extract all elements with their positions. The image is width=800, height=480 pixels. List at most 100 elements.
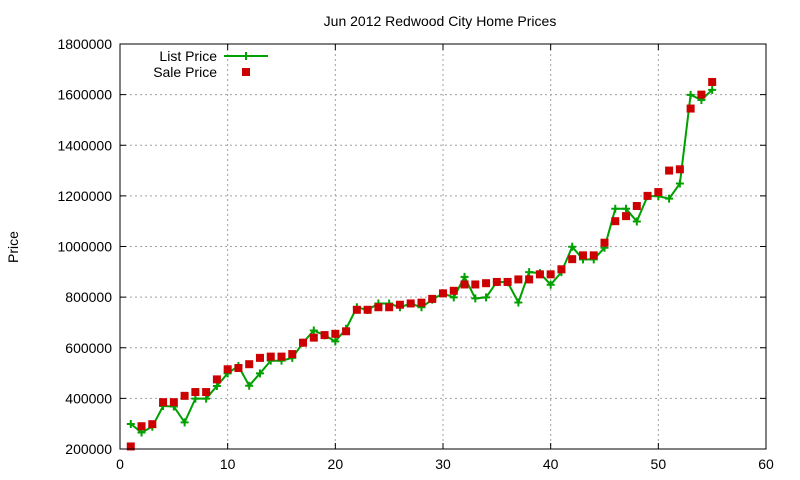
sale-price-point — [557, 265, 566, 274]
sale-price-point — [374, 303, 383, 312]
sale-price-point — [342, 327, 351, 336]
sale-price-point — [352, 305, 361, 314]
x-tick-label: 50 — [651, 456, 667, 472]
y-tick-label: 1800000 — [57, 36, 112, 52]
sale-price-point — [514, 275, 523, 284]
sale-price-point — [697, 90, 706, 99]
x-tick-label: 40 — [543, 456, 559, 472]
y-tick-label: 400000 — [65, 390, 112, 406]
sale-price-point — [385, 303, 394, 312]
sale-price-point — [277, 352, 286, 361]
sale-price-point — [568, 255, 577, 264]
list-price-point — [255, 369, 264, 378]
sale-price-point — [137, 422, 146, 431]
chart-title: Jun 2012 Redwood City Home Prices — [324, 13, 557, 29]
list-price-point — [525, 268, 534, 277]
sale-price-point — [223, 365, 232, 374]
list-price-point — [665, 194, 674, 203]
list-price-point — [675, 179, 684, 188]
y-tick-label: 600000 — [65, 340, 112, 356]
sale-price-point — [288, 350, 297, 359]
sale-price-point — [449, 286, 458, 295]
list-price-point — [126, 419, 135, 428]
sale-price-point — [460, 280, 469, 289]
list-price-point — [708, 85, 717, 94]
sale-price-point — [169, 398, 178, 407]
sale-price-point — [320, 331, 329, 340]
sale-price-point — [245, 360, 254, 369]
list-price-point — [482, 293, 491, 302]
y-tick-label: 1400000 — [57, 137, 112, 153]
legend-marker-list-price — [242, 52, 250, 60]
sale-price-point — [202, 388, 211, 397]
list-price-point — [546, 280, 555, 289]
sale-price-point — [180, 391, 189, 400]
sale-price-point — [654, 188, 663, 197]
sale-price-point — [255, 353, 264, 362]
x-tick-label: 60 — [758, 456, 774, 472]
sale-price-point — [632, 202, 641, 210]
sale-price-point — [439, 289, 447, 298]
sale-price-point — [503, 277, 512, 286]
sale-price-point — [471, 280, 480, 289]
sale-price-point — [535, 270, 544, 279]
sale-price-point — [546, 270, 555, 279]
y-tick-label: 800000 — [65, 289, 112, 305]
list-price-point — [632, 217, 641, 226]
sale-price-point — [686, 104, 695, 113]
list-price-point — [611, 204, 620, 213]
list-price-point — [568, 242, 577, 251]
legend-label-list-price: List Price — [159, 48, 217, 64]
sale-price-point — [126, 442, 135, 451]
list-price-point — [245, 381, 254, 390]
x-tick-label: 10 — [220, 456, 236, 472]
sale-price-point — [708, 77, 717, 86]
list-price-point — [180, 418, 189, 427]
y-tick-label: 1000000 — [57, 239, 112, 255]
sale-price-point — [331, 329, 340, 338]
list-price-point — [331, 337, 340, 346]
sale-price-point — [492, 277, 501, 286]
sale-price-point — [428, 294, 437, 303]
sale-price-point — [363, 305, 372, 314]
sale-price-point — [643, 191, 652, 200]
sale-price-point — [482, 279, 491, 288]
sale-price-point — [525, 275, 534, 284]
sale-price-point — [665, 166, 674, 175]
sale-price-point — [191, 388, 200, 397]
sale-price-point — [622, 212, 631, 221]
sale-price-point — [159, 398, 168, 407]
plot-frame — [119, 43, 767, 450]
list-price-point — [471, 294, 480, 303]
legend-label-sale-price: Sale Price — [153, 64, 217, 80]
sale-price-point — [589, 251, 598, 260]
y-tick-label: 1200000 — [57, 188, 112, 204]
sale-price-point — [578, 251, 587, 260]
sale-price-point — [299, 338, 308, 347]
list-price-point — [622, 204, 631, 213]
sale-price-point — [611, 217, 620, 226]
sale-price-point — [406, 299, 415, 308]
sale-price-point — [675, 165, 684, 174]
list-price-point — [686, 90, 695, 99]
x-axis-ticks: 0 10 20 30 40 50 60 — [116, 44, 774, 472]
list-price-point — [460, 272, 469, 281]
x-tick-label: 20 — [328, 456, 344, 472]
sale-price-point — [148, 420, 157, 429]
list-price-point — [514, 298, 523, 307]
sale-price-point — [600, 238, 609, 247]
legend-marker-sale-price — [242, 68, 250, 76]
y-axis-label: Price — [5, 231, 21, 263]
sale-price-point — [395, 300, 404, 309]
sale-price-point — [266, 352, 275, 361]
sale-price-point — [212, 375, 221, 384]
x-tick-label: 0 — [116, 456, 124, 472]
list-price-point — [309, 326, 318, 335]
y-axis-ticks: 200000 400000 600000 800000 1000000 1200000 14… — [57, 36, 766, 457]
y-tick-label: 200000 — [65, 441, 112, 457]
sale-price-point — [234, 364, 243, 372]
x-tick-label: 30 — [435, 456, 451, 472]
sale-price-point — [309, 333, 318, 342]
